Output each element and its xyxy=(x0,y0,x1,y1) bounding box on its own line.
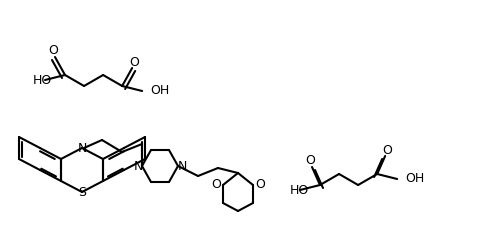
Text: N: N xyxy=(133,159,143,172)
Text: O: O xyxy=(129,56,139,68)
Text: O: O xyxy=(211,179,221,191)
Text: N: N xyxy=(177,159,187,172)
Text: O: O xyxy=(305,154,315,168)
Text: O: O xyxy=(382,143,392,156)
Text: S: S xyxy=(78,185,86,199)
Text: HO: HO xyxy=(290,184,309,197)
Text: OH: OH xyxy=(150,84,169,97)
Text: HO: HO xyxy=(33,74,52,87)
Text: N: N xyxy=(77,141,87,154)
Text: OH: OH xyxy=(405,172,424,185)
Text: O: O xyxy=(255,179,265,191)
Text: O: O xyxy=(48,45,58,58)
